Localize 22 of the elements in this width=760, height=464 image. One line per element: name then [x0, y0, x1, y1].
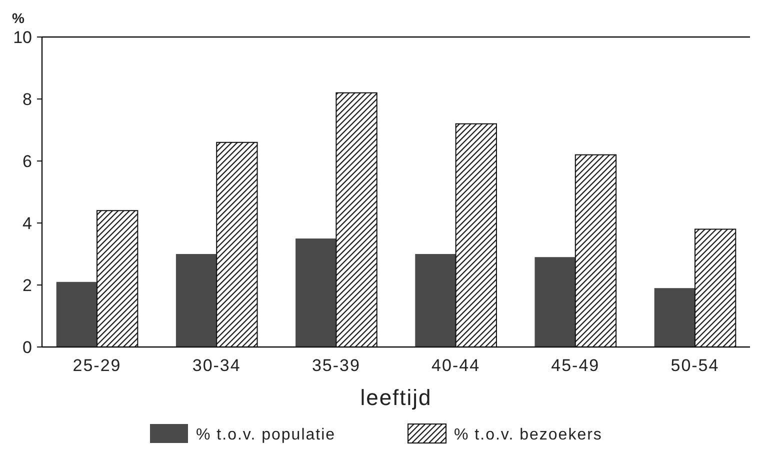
x-axis-title: leeftijd [360, 385, 432, 410]
bar [534, 257, 576, 347]
bar [176, 254, 217, 347]
x-tick-label: 50-54 [670, 356, 720, 375]
x-tick-label: 35-39 [312, 356, 360, 375]
bar [56, 282, 98, 347]
x-tick-label: 25-29 [72, 356, 122, 375]
y-tick-label: 6 [22, 152, 32, 171]
x-tick-label: 30-34 [192, 356, 241, 375]
y-tick-label: 2 [22, 276, 32, 295]
y-tick-label: 10 [13, 28, 32, 47]
bar [415, 254, 456, 347]
bar [296, 238, 336, 347]
y-axis-title: % [12, 10, 25, 26]
x-tick-label: 45-49 [551, 356, 600, 375]
y-tick-label: 4 [22, 214, 32, 233]
bar [654, 288, 695, 347]
y-tick-label: 8 [22, 90, 32, 109]
legend-label: % t.o.v. populatie [196, 426, 336, 444]
y-tick-label: 0 [22, 338, 32, 357]
x-tick-label: 40-44 [432, 356, 480, 375]
legend-label: % t.o.v. bezoekers [454, 426, 602, 444]
